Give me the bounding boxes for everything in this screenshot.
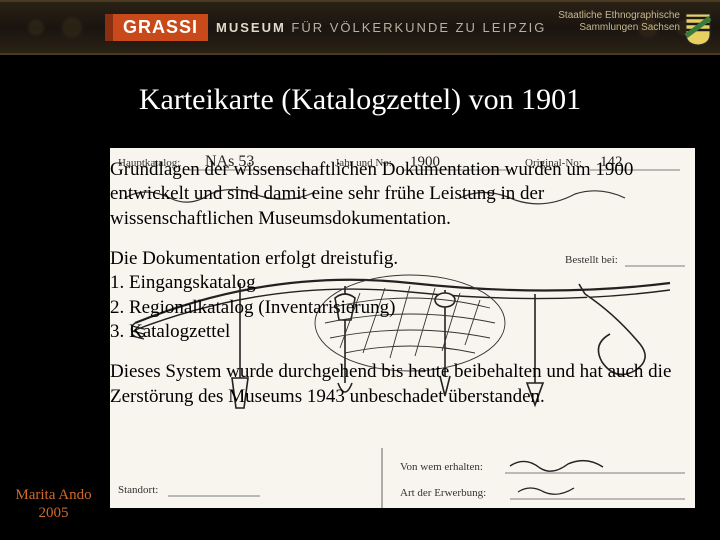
p2-line-a: Die Dokumentation erfolgt dreistufig. — [110, 247, 685, 271]
p2-line-d: 3. Katalogzettel — [110, 320, 685, 344]
card-label-standort: Standort: — [118, 484, 158, 496]
paragraph-1: Grundlagen der wissenschaftlichen Dokume… — [110, 158, 685, 231]
logo-word-museum: MUSEUM — [216, 20, 286, 35]
logo-subtitle: MUSEUM FÜR VÖLKERKUNDE ZU LEIPZIG — [216, 20, 546, 35]
state-line1: Staatliche Ethnographische — [558, 10, 680, 22]
logo-rest: FÜR VÖLKERKUNDE ZU LEIPZIG — [291, 20, 546, 35]
slide-body: Grundlagen der wissenschaftlichen Dokume… — [110, 158, 685, 425]
paragraph-2: Die Dokumentation erfolgt dreistufig. 1.… — [110, 247, 685, 344]
museum-logo: GRASSI MUSEUM FÜR VÖLKERKUNDE ZU LEIPZIG — [105, 14, 546, 41]
paragraph-3: Dieses System wurde durchgehend bis heut… — [110, 360, 685, 409]
saxony-crest-icon — [684, 12, 712, 46]
footer-credit: Marita Ando 2005 — [6, 486, 101, 522]
card-label-erhalten: Von wem erhalten: — [400, 461, 483, 473]
state-collections-label: Staatliche Ethnographische Sammlungen Sa… — [558, 10, 680, 34]
header-band: GRASSI MUSEUM FÜR VÖLKERKUNDE ZU LEIPZIG… — [0, 0, 720, 55]
state-line2: Sammlungen Sachsen — [558, 22, 680, 34]
p2-line-b: 1. Eingangskatalog — [110, 271, 685, 295]
slide-title: Karteikarte (Katalogzettel) von 1901 — [0, 83, 720, 117]
footer-author: Marita Ando — [6, 486, 101, 504]
logo-brand: GRASSI — [105, 14, 208, 41]
card-label-erwerbung: Art der Erwerbung: — [400, 487, 486, 499]
footer-year: 2005 — [6, 504, 101, 522]
p2-line-c: 2. Regionalkatalog (Inventarisierung) — [110, 296, 685, 320]
